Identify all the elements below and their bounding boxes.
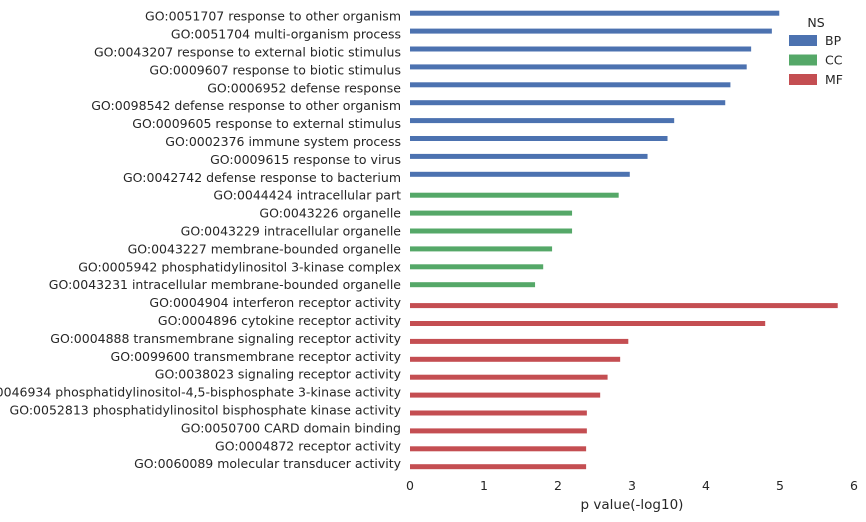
bar-1 — [410, 10, 780, 16]
x-tick-label: 3 — [628, 478, 636, 493]
bar-21 — [410, 374, 608, 380]
legend-swatch-bp — [789, 35, 817, 46]
x-tick-label: 2 — [554, 478, 562, 493]
bar-13 — [410, 228, 573, 234]
legend-label-bp: BP — [825, 33, 842, 48]
category-label: GO:0046934 phosphatidylinositol-4,5-bisp… — [0, 385, 402, 400]
bar-26 — [410, 464, 587, 470]
bar-10 — [410, 171, 630, 177]
bar-6 — [410, 100, 726, 106]
bar-5 — [410, 82, 731, 88]
legend-entries: BP CC MF — [789, 33, 843, 87]
legend-label-cc: CC — [825, 53, 843, 68]
bar-3 — [410, 46, 752, 52]
category-label: GO:0043229 intracellular organelle — [181, 224, 402, 239]
category-label: GO:0004888 transmembrane signaling recep… — [50, 331, 401, 346]
x-tick-label: 5 — [776, 478, 784, 493]
x-axis-title: p value(-log10) — [581, 497, 684, 513]
category-label: GO:0043207 response to external biotic s… — [94, 45, 401, 60]
bar-15 — [410, 264, 544, 270]
bar-24 — [410, 428, 587, 434]
bar-22 — [410, 392, 601, 398]
legend-label-mf: MF — [825, 72, 843, 87]
bar-7 — [410, 118, 675, 124]
legend-swatch-cc — [789, 54, 817, 66]
bar-18 — [410, 321, 766, 326]
bar-23 — [410, 410, 587, 416]
bar-14 — [410, 246, 553, 252]
bar-4 — [410, 64, 747, 70]
category-label: GO:0043227 membrane-bounded organelle — [128, 241, 402, 256]
category-label: GO:0051707 response to other organism — [145, 9, 401, 24]
bar-20 — [410, 356, 621, 362]
category-label: GO:0098542 defense response to other org… — [91, 98, 401, 113]
category-label: GO:0004896 cytokine receptor activity — [158, 313, 402, 328]
x-tick-label: 6 — [850, 478, 858, 493]
category-label: GO:0009605 response to external stimulus — [132, 116, 401, 131]
bar-8 — [410, 136, 668, 141]
category-label: GO:0044424 intracellular part — [213, 188, 401, 203]
bar-25 — [410, 446, 587, 452]
category-label: GO:0052813 phosphatidylinositol bisphosp… — [10, 403, 402, 418]
category-label: GO:0038023 signaling receptor activity — [155, 367, 402, 382]
x-axis-ticks: 0 1 2 3 4 5 6 — [406, 478, 858, 493]
legend: NS BP CC MF — [789, 15, 843, 87]
category-label: GO:0060089 molecular transducer activity — [134, 456, 402, 471]
bar-11 — [410, 192, 619, 198]
bar-16 — [410, 282, 536, 288]
category-label: GO:0043231 intracellular membrane-bounde… — [49, 277, 402, 292]
bar-9 — [410, 153, 648, 159]
bar-12 — [410, 210, 573, 216]
bar-19 — [410, 338, 629, 344]
category-label: GO:0009615 response to virus — [210, 152, 401, 167]
category-label: GO:0004904 interferon receptor activity — [149, 295, 401, 310]
category-label: GO:0050700 CARD domain binding — [181, 420, 401, 435]
category-label: GO:0042742 defense response to bacterium — [123, 170, 401, 185]
category-label: GO:0004872 receptor activity — [215, 438, 402, 453]
bars-layer — [410, 10, 838, 470]
category-label: GO:0043226 organelle — [259, 206, 401, 221]
category-label: GO:0005942 phosphatidylinositol 3-kinase… — [78, 259, 401, 274]
category-labels: GO:0051707 response to other organism GO:… — [0, 9, 402, 472]
bar-17 — [410, 303, 838, 309]
bar-2 — [410, 28, 772, 34]
category-label: GO:0009607 response to biotic stimulus — [149, 62, 401, 77]
category-label: GO:0051704 multi-organism process — [171, 27, 401, 42]
category-label: GO:0006952 defense response — [207, 80, 401, 95]
x-tick-label: 4 — [702, 478, 710, 493]
category-label: GO:0002376 immune system process — [165, 134, 401, 149]
x-tick-label: 1 — [480, 478, 488, 493]
legend-swatch-mf — [789, 74, 817, 85]
x-tick-label: 0 — [406, 478, 414, 493]
legend-title: NS — [807, 15, 824, 30]
category-label: GO:0099600 transmembrane receptor activi… — [111, 349, 402, 364]
